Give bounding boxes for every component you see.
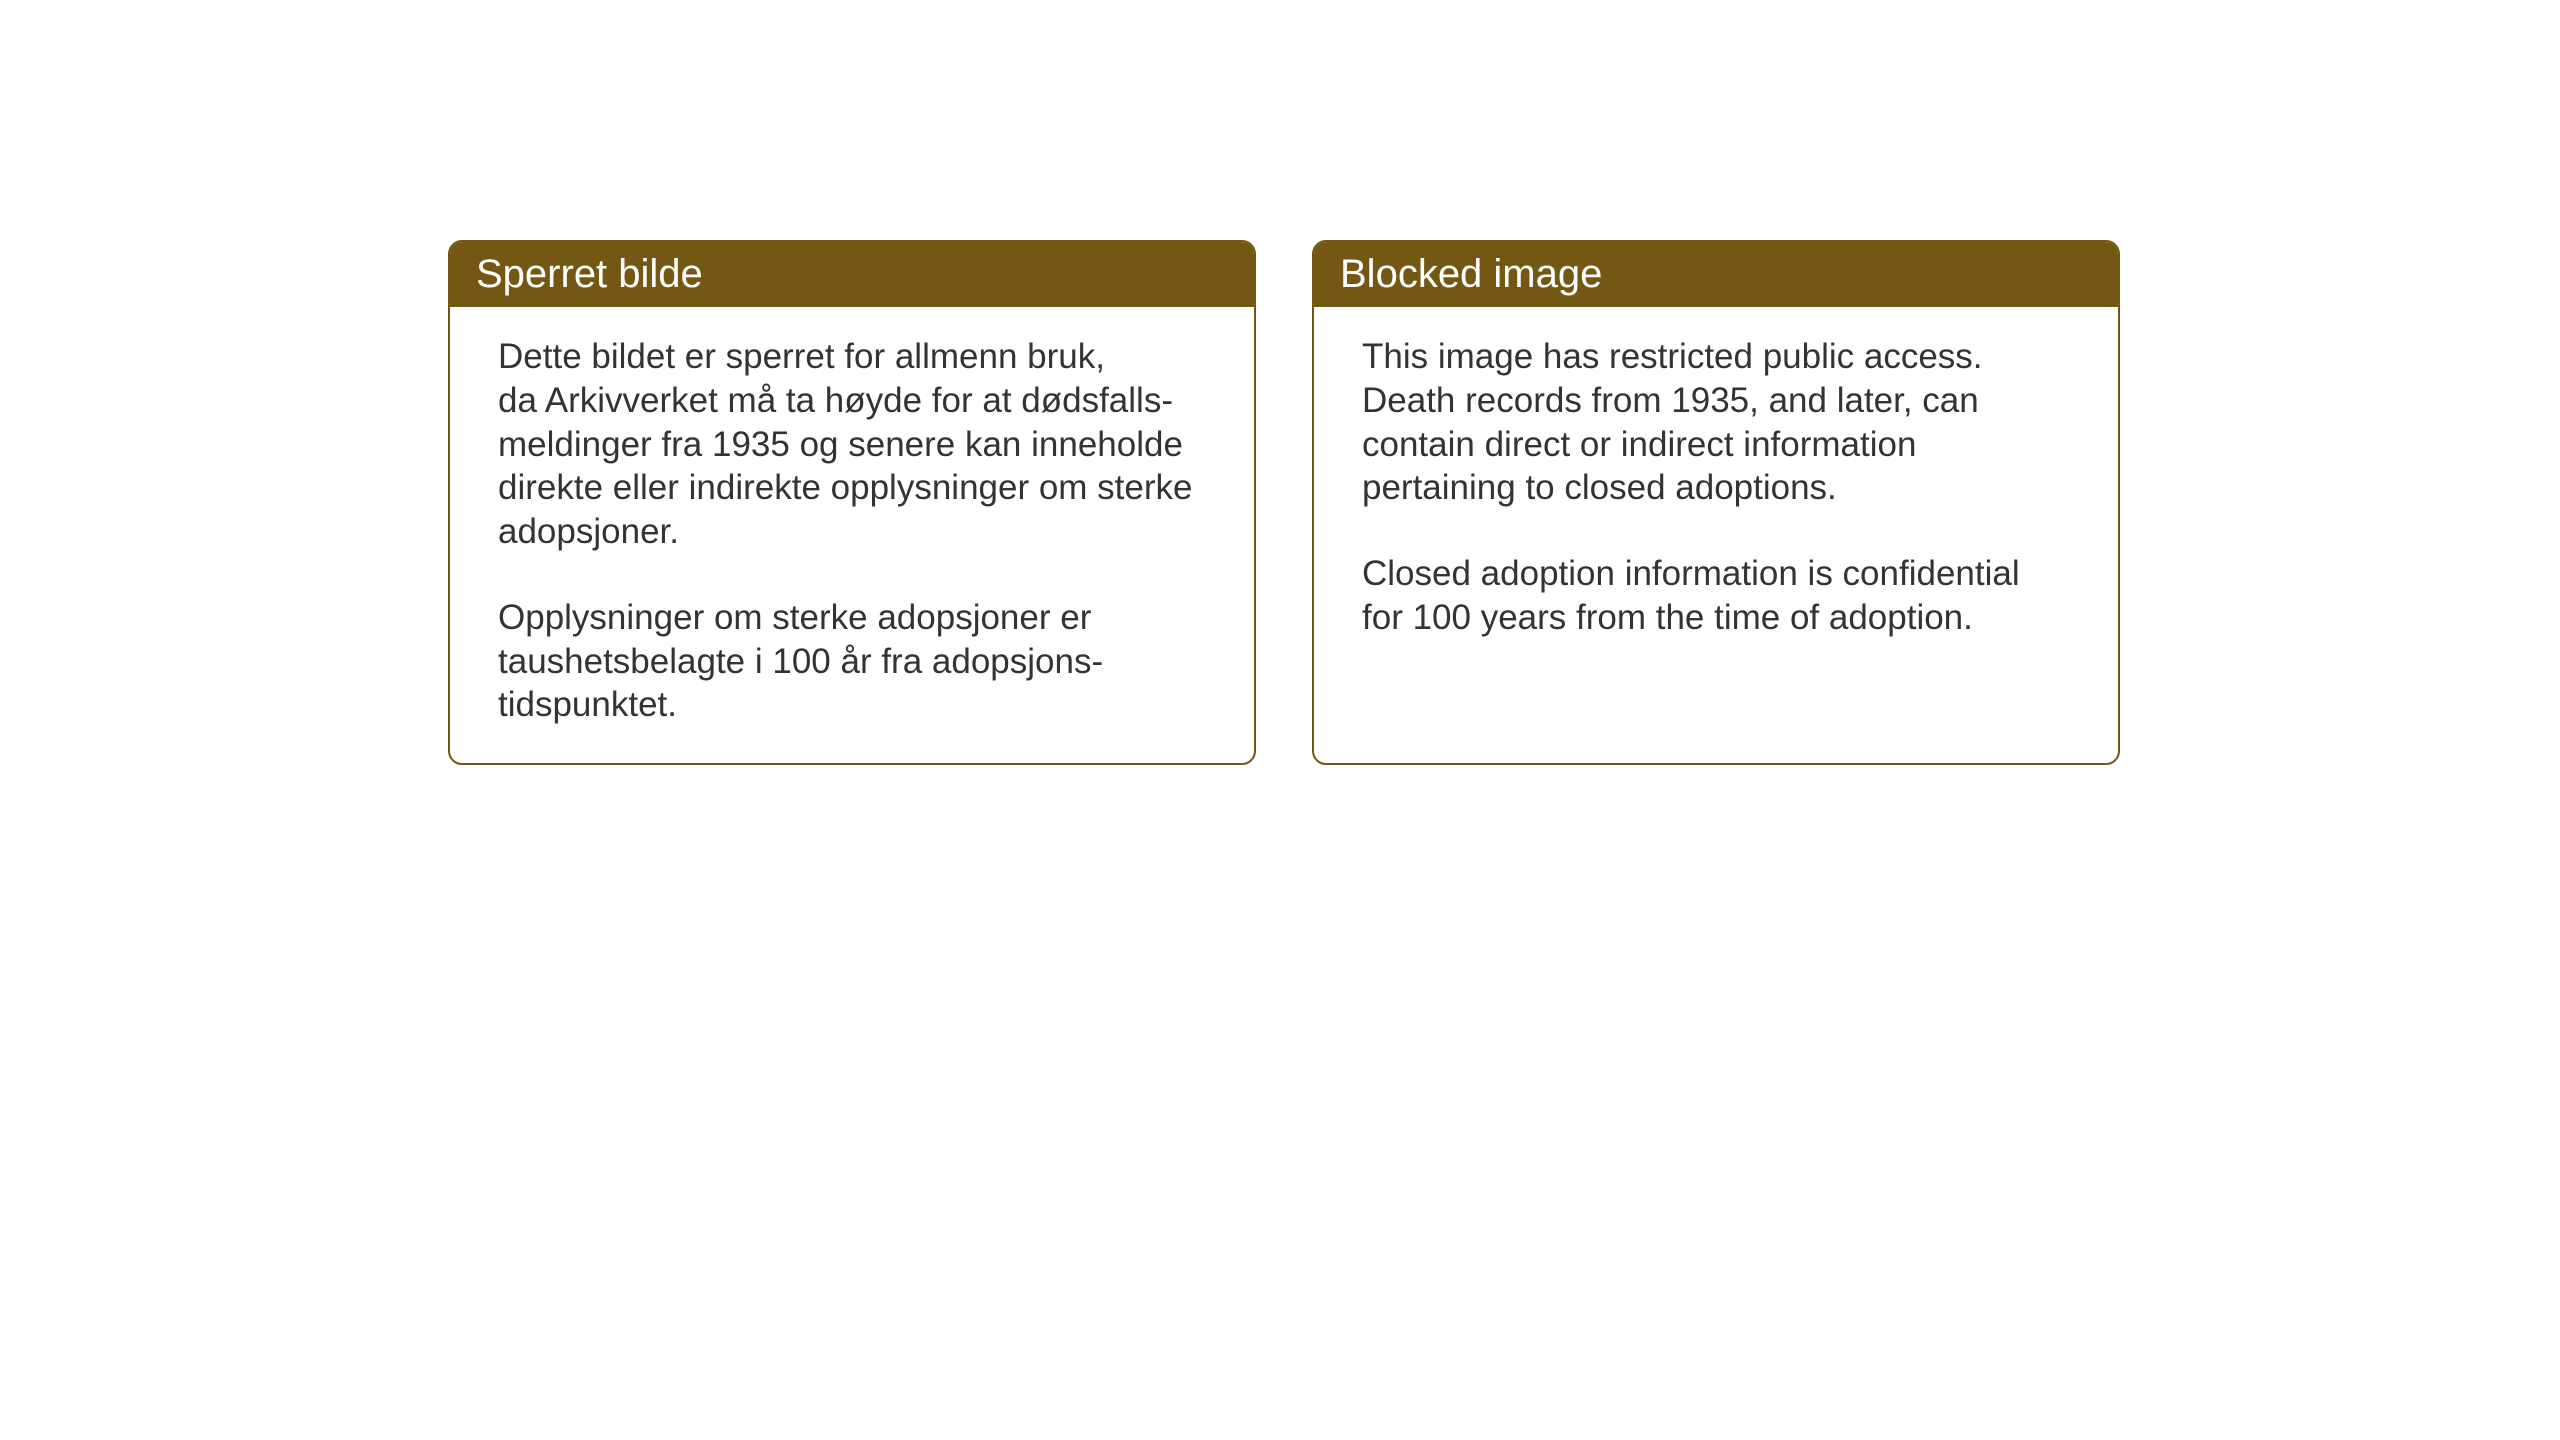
text-line: taushetsbelagte i 100 år fra adopsjons- [498, 642, 1103, 681]
text-line: direkte eller indirekte opplysninger om … [498, 468, 1193, 507]
text-line: adopsjoner. [498, 512, 679, 551]
text-line: da Arkivverket må ta høyde for at dødsfa… [498, 381, 1173, 420]
text-line: Opplysninger om sterke adopsjoner er [498, 598, 1091, 637]
english-notice-card: Blocked image This image has restricted … [1312, 240, 2120, 765]
norwegian-paragraph-2: Opplysninger om sterke adopsjoner er tau… [498, 596, 1206, 727]
notice-cards-container: Sperret bilde Dette bildet er sperret fo… [448, 240, 2120, 765]
text-line: This image has restricted public access. [1362, 337, 1983, 376]
english-card-body: This image has restricted public access.… [1314, 307, 2118, 738]
text-line: meldinger fra 1935 og senere kan innehol… [498, 425, 1183, 464]
norwegian-notice-card: Sperret bilde Dette bildet er sperret fo… [448, 240, 1256, 765]
english-paragraph-1: This image has restricted public access.… [1362, 335, 2070, 510]
text-line: contain direct or indirect information [1362, 425, 1916, 464]
norwegian-card-body: Dette bildet er sperret for allmenn bruk… [450, 307, 1254, 763]
text-line: Death records from 1935, and later, can [1362, 381, 1979, 420]
english-paragraph-2: Closed adoption information is confident… [1362, 552, 2070, 640]
text-line: tidspunktet. [498, 685, 677, 724]
norwegian-paragraph-1: Dette bildet er sperret for allmenn bruk… [498, 335, 1206, 554]
english-card-title: Blocked image [1314, 242, 2118, 307]
text-line: for 100 years from the time of adoption. [1362, 598, 1973, 637]
text-line: Closed adoption information is confident… [1362, 554, 2020, 593]
norwegian-card-title: Sperret bilde [450, 242, 1254, 307]
text-line: pertaining to closed adoptions. [1362, 468, 1837, 507]
text-line: Dette bildet er sperret for allmenn bruk… [498, 337, 1105, 376]
